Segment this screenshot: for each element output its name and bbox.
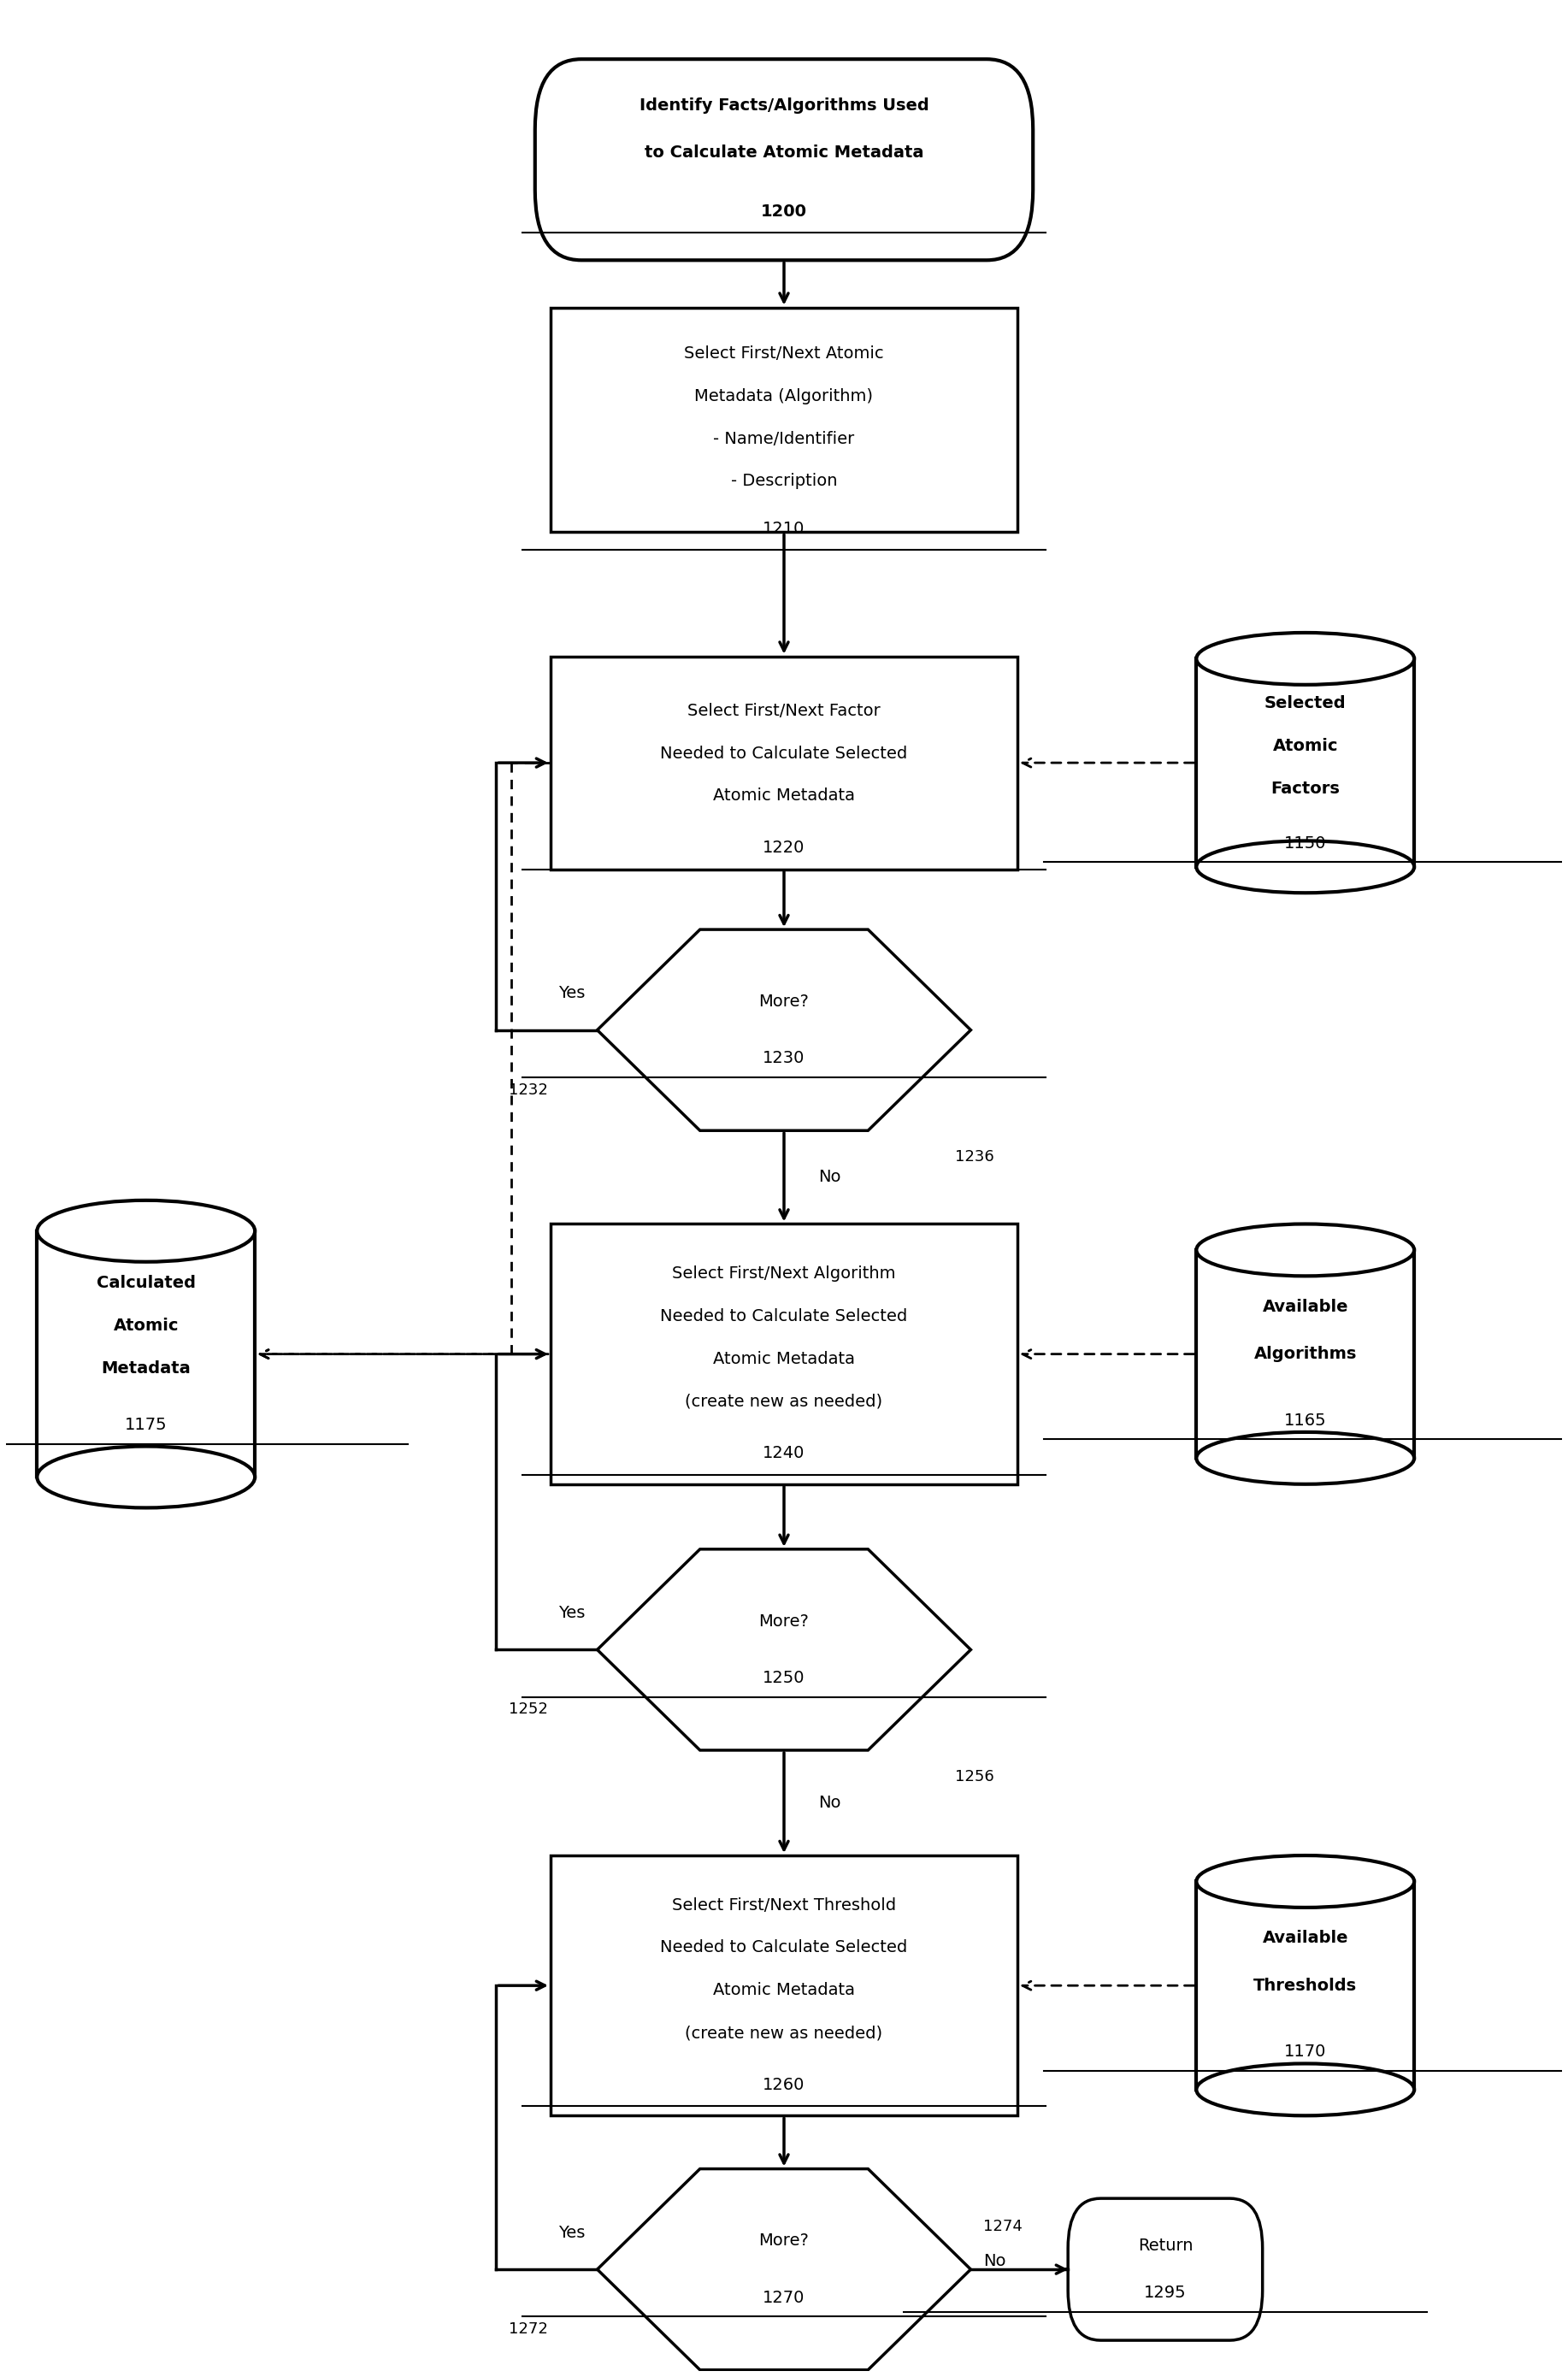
Text: 1270: 1270 [764, 2289, 804, 2306]
Text: 1165: 1165 [1284, 1412, 1327, 1429]
Ellipse shape [1196, 1856, 1414, 1906]
Text: No: No [983, 2253, 1005, 2270]
Text: 1170: 1170 [1284, 2044, 1327, 2061]
Bar [550, 307, 1018, 532]
Text: 1250: 1250 [764, 1671, 804, 1685]
Text: Needed to Calculate Selected: Needed to Calculate Selected [660, 1307, 908, 1324]
Text: Metadata: Metadata [102, 1360, 191, 1376]
Ellipse shape [38, 1200, 256, 1262]
Text: Selected: Selected [1264, 696, 1347, 711]
Polygon shape [597, 929, 971, 1131]
Text: 1260: 1260 [764, 2077, 804, 2094]
Ellipse shape [38, 1445, 256, 1507]
Text: 1232: 1232 [508, 1082, 547, 1098]
Text: 1210: 1210 [764, 521, 804, 537]
Text: Select First/Next Factor: Select First/Next Factor [687, 704, 881, 718]
Text: 1252: 1252 [508, 1702, 547, 1716]
Ellipse shape [1196, 841, 1414, 894]
Polygon shape [597, 1550, 971, 1749]
Bar [1196, 658, 1414, 868]
Bar [550, 1224, 1018, 1483]
Text: Factors: Factors [1270, 780, 1341, 796]
Text: Atomic Metadata: Atomic Metadata [713, 1982, 855, 1999]
FancyBboxPatch shape [1068, 2199, 1262, 2341]
Text: 1236: 1236 [955, 1150, 994, 1165]
Text: Available: Available [1262, 1298, 1348, 1314]
Text: Yes: Yes [558, 986, 585, 1001]
Ellipse shape [1196, 2063, 1414, 2116]
Text: Needed to Calculate Selected: Needed to Calculate Selected [660, 1940, 908, 1956]
Text: More?: More? [759, 994, 809, 1010]
Text: Algorithms: Algorithms [1254, 1345, 1356, 1362]
FancyBboxPatch shape [535, 59, 1033, 259]
Text: Calculated: Calculated [96, 1274, 196, 1291]
Bar [38, 1231, 256, 1476]
Text: No: No [818, 1169, 840, 1186]
Text: 1272: 1272 [508, 2322, 547, 2337]
Text: More?: More? [759, 2232, 809, 2249]
Text: 1220: 1220 [764, 839, 804, 856]
Text: to Calculate Atomic Metadata: to Calculate Atomic Metadata [644, 145, 924, 162]
Text: More?: More? [759, 1614, 809, 1631]
Text: Atomic Metadata: Atomic Metadata [713, 787, 855, 803]
Text: - Description: - Description [731, 473, 837, 490]
Text: Yes: Yes [558, 1604, 585, 1621]
Text: Identify Facts/Algorithms Used: Identify Facts/Algorithms Used [640, 97, 928, 114]
Text: (create new as needed): (create new as needed) [685, 1393, 883, 1410]
Text: 1274: 1274 [983, 2218, 1022, 2234]
Text: Atomic: Atomic [113, 1317, 179, 1333]
Text: Atomic Metadata: Atomic Metadata [713, 1350, 855, 1367]
Text: (create new as needed): (create new as needed) [685, 2025, 883, 2042]
Text: Metadata (Algorithm): Metadata (Algorithm) [695, 387, 873, 404]
Text: No: No [818, 1795, 840, 1811]
Text: - Name/Identifier: - Name/Identifier [713, 430, 855, 447]
Ellipse shape [1196, 1431, 1414, 1483]
Text: 1230: 1230 [764, 1051, 804, 1067]
Text: Atomic: Atomic [1273, 739, 1338, 754]
Text: 1240: 1240 [764, 1445, 804, 1462]
Bar [1196, 1250, 1414, 1457]
Text: Thresholds: Thresholds [1253, 1978, 1356, 1994]
Text: Yes: Yes [558, 2225, 585, 2242]
Text: Select First/Next Threshold: Select First/Next Threshold [673, 1897, 895, 1913]
Text: Return: Return [1138, 2237, 1193, 2253]
Text: Select First/Next Atomic: Select First/Next Atomic [684, 345, 884, 361]
Text: 1150: 1150 [1284, 834, 1327, 851]
Text: Available: Available [1262, 1930, 1348, 1947]
Text: 1200: 1200 [760, 204, 808, 219]
Text: Select First/Next Algorithm: Select First/Next Algorithm [673, 1265, 895, 1281]
Ellipse shape [1196, 1224, 1414, 1276]
Text: 1256: 1256 [955, 1768, 994, 1785]
Text: 1295: 1295 [1145, 2284, 1187, 2301]
Ellipse shape [1196, 632, 1414, 685]
Text: Needed to Calculate Selected: Needed to Calculate Selected [660, 746, 908, 761]
Bar [1196, 1883, 1414, 2089]
Text: 1175: 1175 [125, 1417, 168, 1433]
Polygon shape [597, 2168, 971, 2370]
Bar [550, 656, 1018, 870]
Bar [550, 1856, 1018, 2116]
